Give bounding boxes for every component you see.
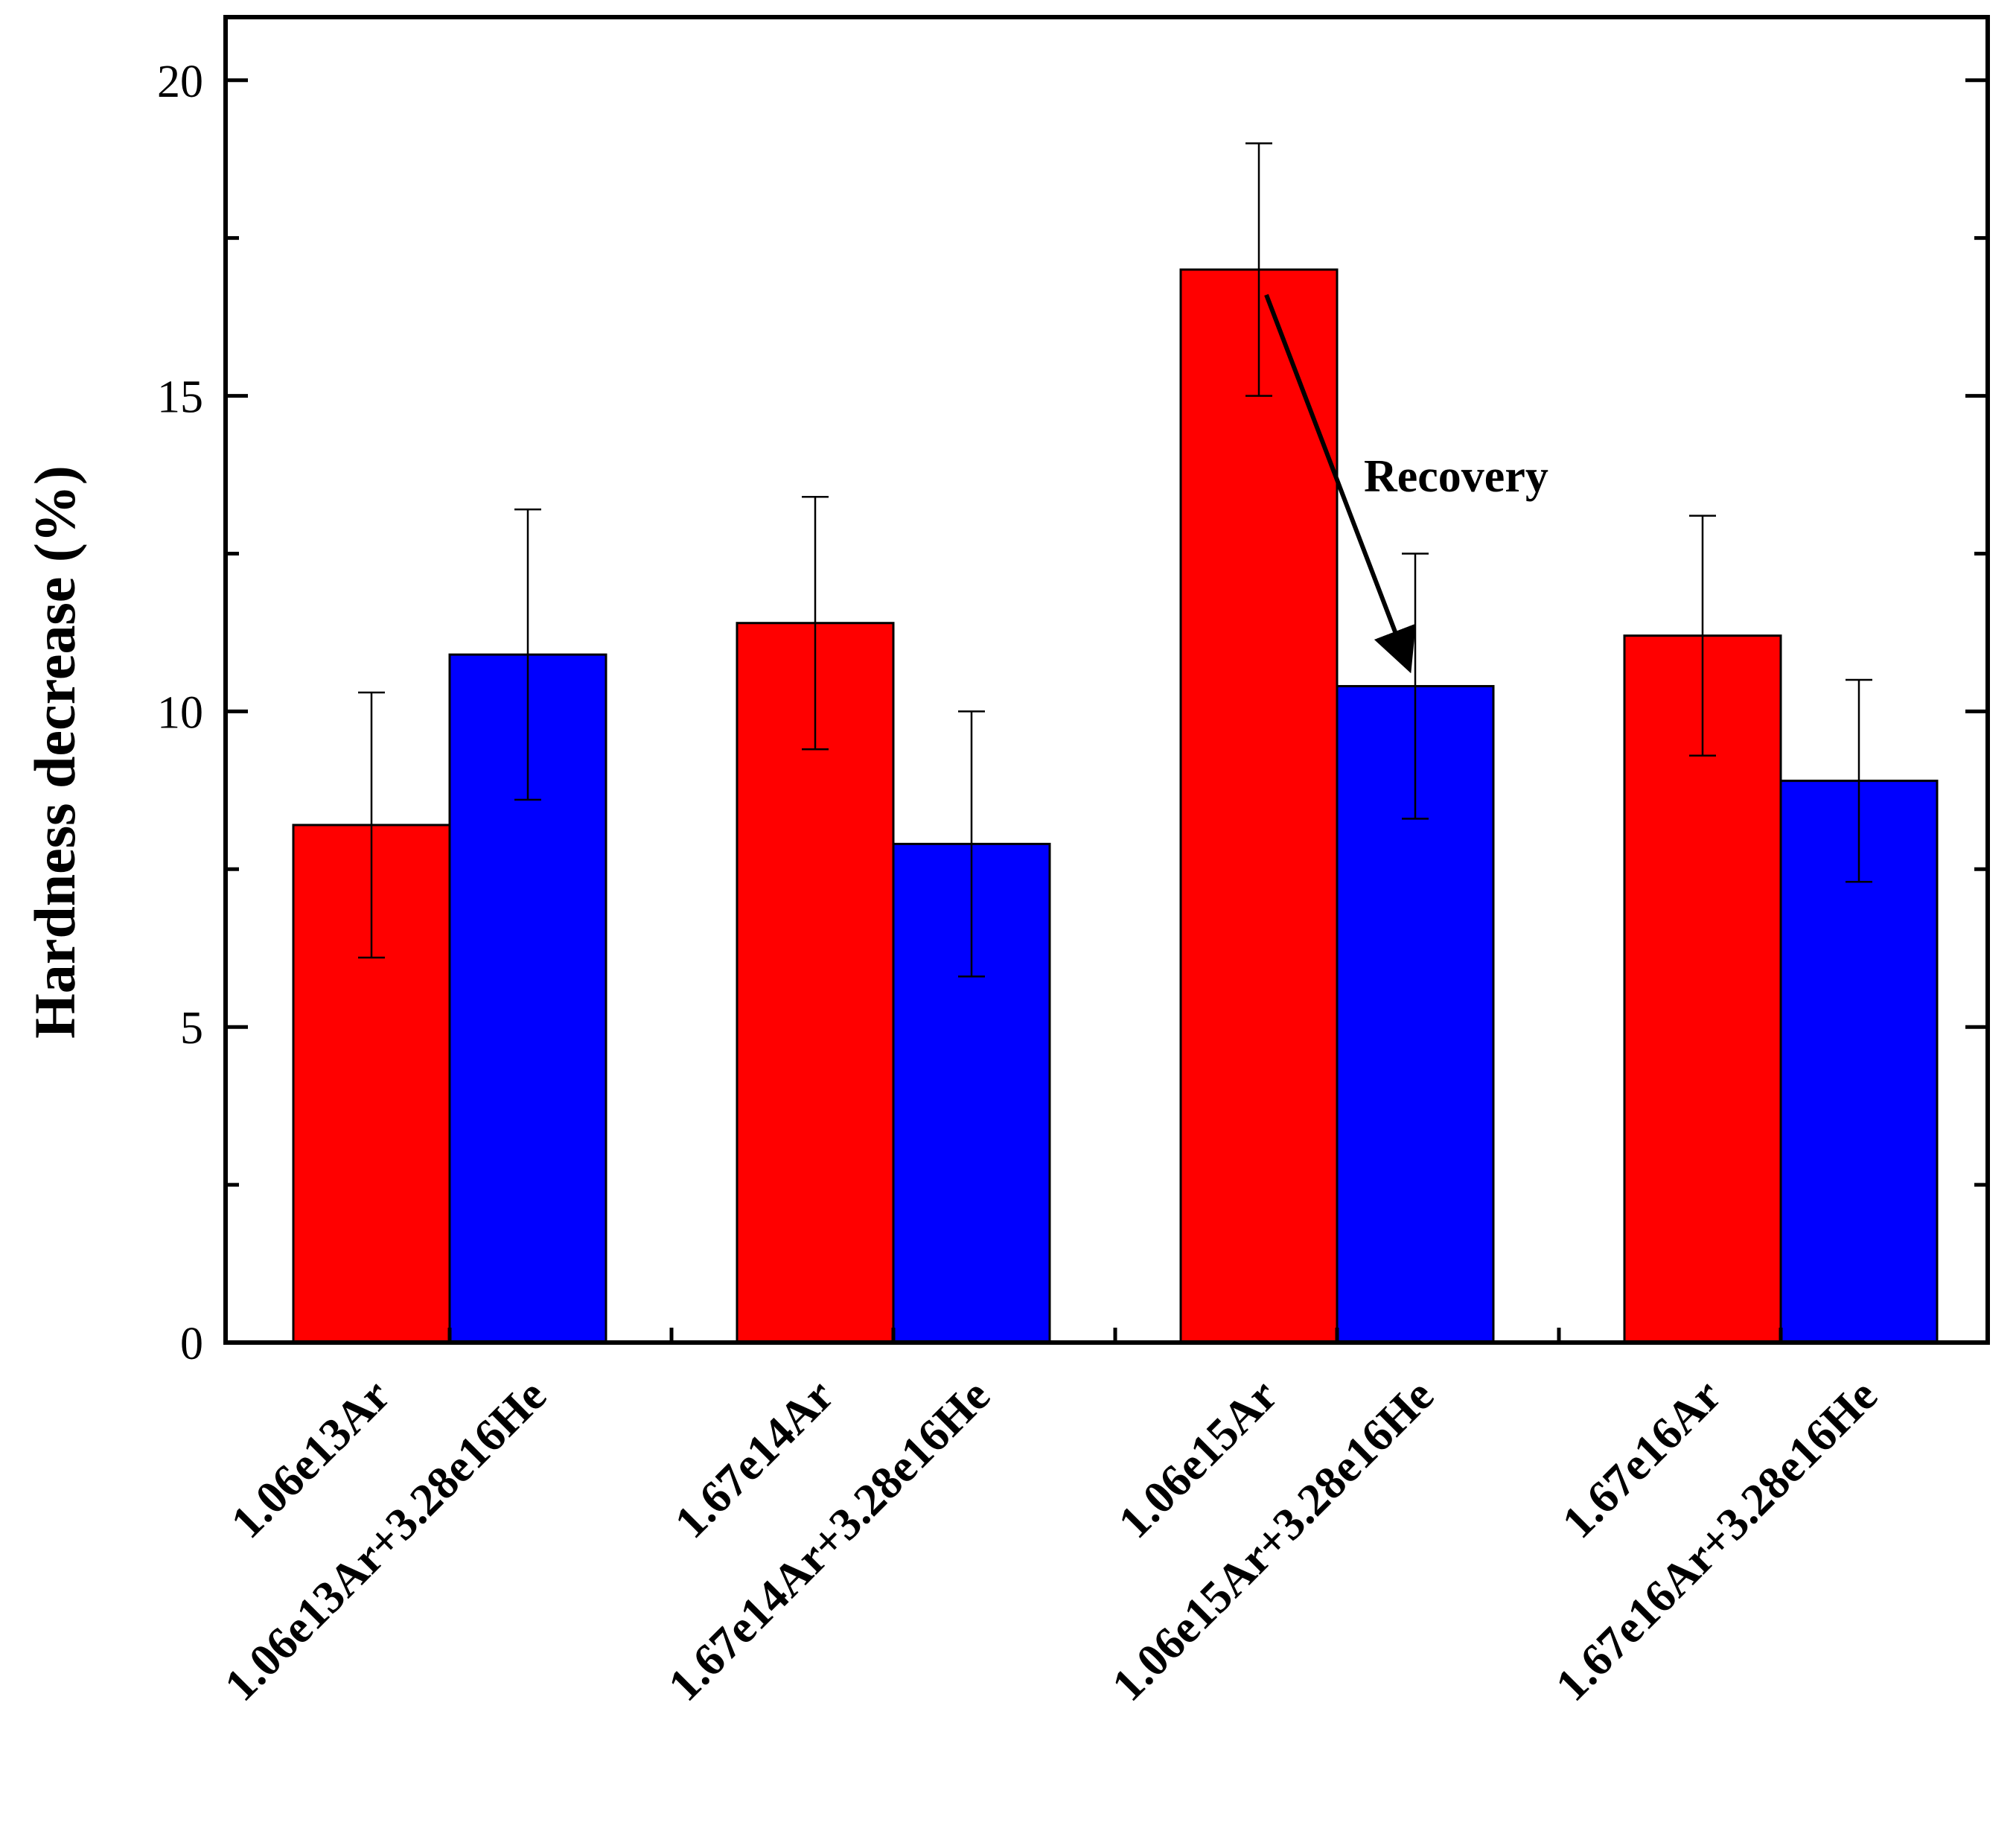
annotation-layer: Recovery	[1264, 293, 1548, 674]
x-tick-label: 1.67e16Ar+3.28e16He	[1546, 1370, 1887, 1711]
error-bars-layer	[358, 142, 1872, 978]
y-tick-label: 15	[157, 372, 203, 423]
bars-layer	[292, 268, 1939, 1344]
y-tick-label: 0	[180, 1319, 203, 1369]
y-tick-label: 5	[180, 1003, 203, 1054]
error-bar-1.67e14Ar+3.28e16He	[958, 710, 985, 978]
y-axis-label: Hardness decrease (%)	[22, 465, 87, 1039]
bar-1.06e15Ar	[1179, 268, 1339, 1344]
y-axis-ticks: 0 5 10 15 20	[157, 57, 1988, 1369]
x-tick-label: 1.67e14Ar+3.28e16He	[659, 1370, 1000, 1711]
recovery-label: Recovery	[1364, 451, 1548, 502]
error-bar-1.06e13Ar	[358, 691, 385, 959]
error-bar-1.06e13Ar+3.28e16He	[514, 508, 541, 801]
x-tick-label: 1.06e13Ar+3.28e16He	[215, 1370, 556, 1711]
y-tick-label: 10	[157, 687, 203, 738]
y-tick-label: 20	[157, 57, 203, 107]
error-bar-1.67e16Ar	[1689, 515, 1716, 757]
recovery-arrow	[1264, 293, 1416, 674]
error-bar-1.06e15Ar	[1245, 142, 1272, 397]
error-bar-1.67e14Ar	[802, 495, 829, 751]
x-tick-label: 1.06e15Ar+3.28e16He	[1103, 1370, 1444, 1711]
plot-frame	[223, 15, 1990, 1345]
error-bar-1.67e16Ar+3.28e16He	[1846, 678, 1872, 883]
error-bar-1.06e15Ar+3.28e16He	[1402, 553, 1429, 820]
